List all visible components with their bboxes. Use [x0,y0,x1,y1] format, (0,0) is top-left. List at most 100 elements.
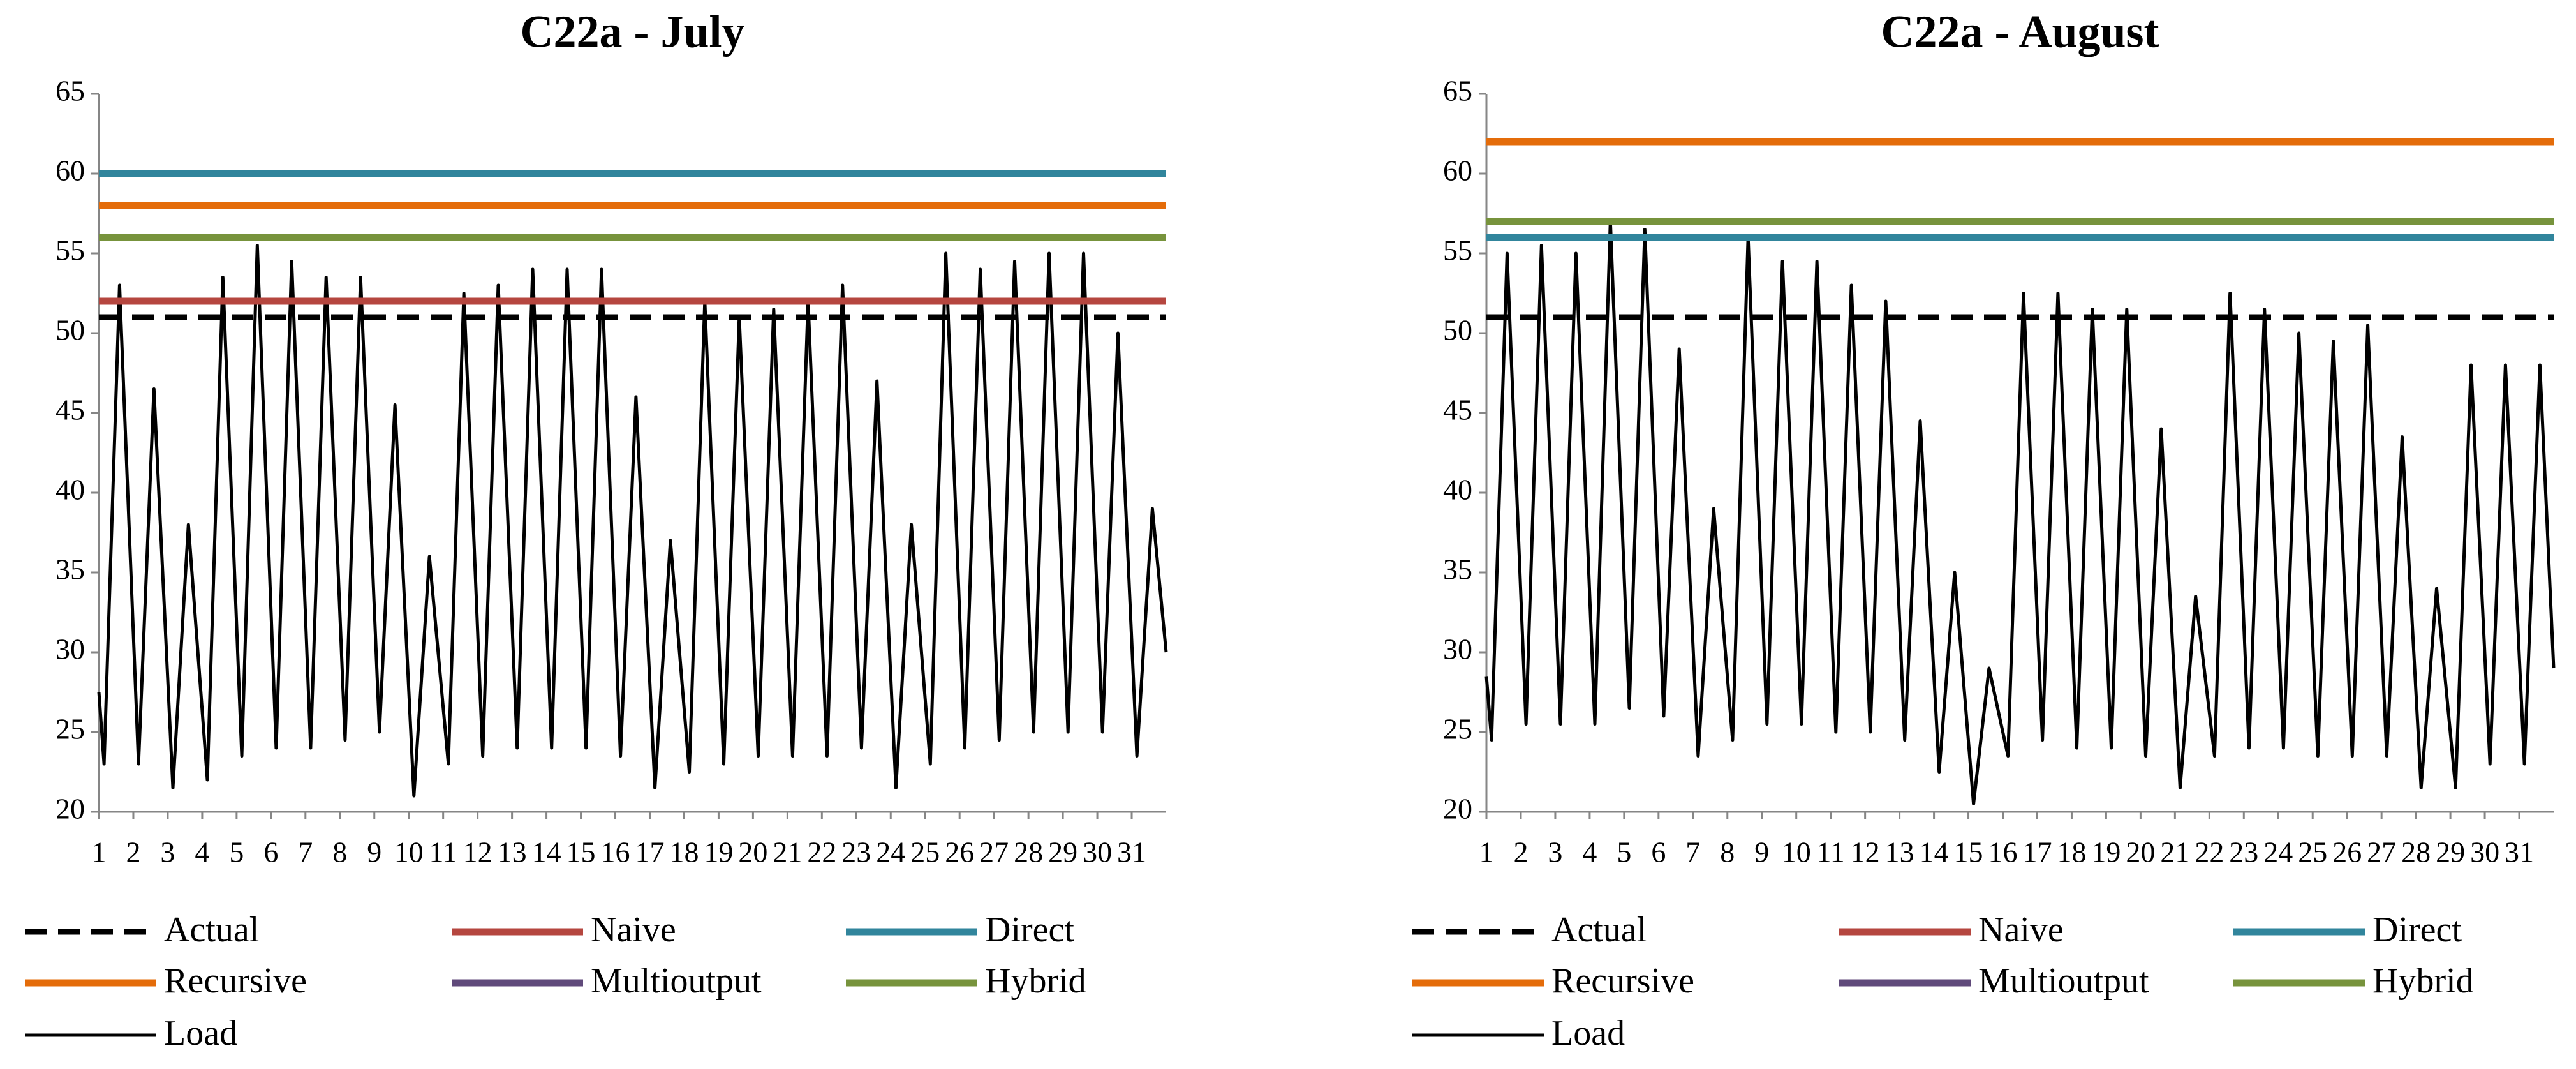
x-tick-label: 1 [92,836,107,869]
x-tick-label: 1 [1479,836,1494,869]
x-tick-label: 7 [1685,836,1700,869]
x-tick-label: 12 [1851,836,1880,869]
x-tick-label: 31 [1117,836,1146,869]
y-tick-label: 65 [56,75,85,107]
y-tick-label: 60 [56,154,85,187]
x-tick-label: 25 [910,836,940,869]
x-tick-label: 22 [2195,836,2224,869]
x-tick-label: 8 [332,836,347,869]
legend-label: Load [164,1013,237,1053]
y-tick-label: 55 [56,234,85,267]
x-tick-label: 23 [2229,836,2258,869]
x-tick-label: 13 [498,836,527,869]
y-tick-label: 40 [56,474,85,506]
load-line [97,244,1168,798]
legend-label: Recursive [164,961,307,1001]
legend-label: Naive [591,910,676,950]
chart-title: C22a - July [520,6,744,57]
y-tick-label: 30 [56,633,85,666]
x-tick-label: 19 [704,836,733,869]
x-tick-label: 30 [1083,836,1112,869]
x-tick-label: 9 [367,836,381,869]
y-tick-label: 50 [1443,314,1472,347]
x-tick-label: 17 [635,836,664,869]
x-tick-label: 25 [2298,836,2327,869]
x-tick-label: 14 [532,836,561,869]
y-tick-label: 35 [1443,553,1472,586]
y-tick-label: 50 [56,314,85,347]
x-tick-label: 2 [1513,836,1528,869]
x-tick-label: 16 [1988,836,2018,869]
x-tick-label: 31 [2505,836,2534,869]
x-tick-label: 10 [1782,836,1811,869]
x-tick-label: 15 [1954,836,1983,869]
x-tick-label: 9 [1754,836,1769,869]
x-tick-label: 22 [807,836,836,869]
legend-label: Multioutput [1978,961,2149,1001]
x-tick-label: 24 [876,836,905,869]
x-tick-label: 26 [2332,836,2362,869]
y-tick-label: 65 [1443,75,1472,107]
y-tick-label: 55 [1443,234,1472,267]
x-tick-label: 16 [601,836,630,869]
x-tick-label: 24 [2263,836,2293,869]
y-tick-label: 20 [1443,793,1472,825]
chart-title: C22a - August [1881,6,2159,57]
y-tick-label: 60 [1443,154,1472,187]
x-tick-label: 28 [1014,836,1043,869]
x-tick-label: 27 [979,836,1009,869]
x-tick-label: 11 [1817,836,1845,869]
x-tick-label: 30 [2470,836,2499,869]
legend-label: Multioutput [591,961,762,1001]
x-tick-label: 29 [1048,836,1077,869]
x-tick-label: 6 [263,836,278,869]
x-tick-label: 10 [394,836,424,869]
legend-label: Actual [1551,910,1647,950]
x-tick-label: 4 [1582,836,1597,869]
y-tick-label: 30 [1443,633,1472,666]
x-tick-label: 3 [1548,836,1562,869]
x-tick-label: 28 [2401,836,2431,869]
x-tick-label: 13 [1885,836,1914,869]
y-tick-label: 45 [1443,394,1472,426]
legend-label: Direct [985,910,1074,950]
y-tick-label: 25 [56,713,85,745]
y-tick-label: 35 [56,553,85,586]
legend-label: Direct [2372,910,2462,950]
x-tick-label: 19 [2091,836,2121,869]
x-tick-label: 23 [841,836,871,869]
y-tick-label: 40 [1443,474,1472,506]
legend-label: Naive [1978,910,2064,950]
x-tick-label: 15 [566,836,596,869]
legend-label: Hybrid [2372,961,2474,1001]
load-line [1484,220,2556,805]
legend-label: Recursive [1551,961,1694,1001]
x-tick-label: 3 [160,836,175,869]
x-tick-label: 21 [773,836,802,869]
x-tick-label: 11 [429,836,457,869]
x-tick-label: 18 [669,836,699,869]
x-tick-label: 17 [2022,836,2052,869]
legend-label: Hybrid [985,961,1086,1001]
x-tick-label: 21 [2160,836,2189,869]
x-tick-label: 8 [1720,836,1735,869]
x-tick-label: 20 [2126,836,2155,869]
x-tick-label: 2 [126,836,140,869]
legend-label: Load [1551,1013,1625,1053]
x-tick-label: 7 [298,836,313,869]
y-tick-label: 20 [56,793,85,825]
x-tick-label: 12 [463,836,492,869]
y-tick-label: 45 [56,394,85,426]
x-tick-label: 5 [1617,836,1631,869]
x-tick-label: 18 [2057,836,2086,869]
x-tick-label: 5 [229,836,244,869]
legend-label: Actual [164,910,259,950]
x-tick-label: 20 [738,836,767,869]
x-tick-label: 4 [195,836,209,869]
x-tick-label: 29 [2436,836,2465,869]
y-tick-label: 25 [1443,713,1472,745]
x-tick-label: 14 [1920,836,1949,869]
x-tick-label: 6 [1651,836,1666,869]
x-tick-label: 26 [945,836,974,869]
